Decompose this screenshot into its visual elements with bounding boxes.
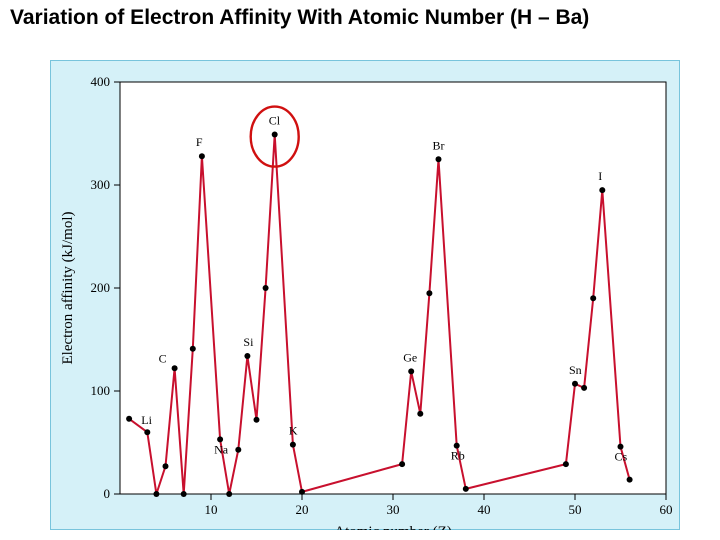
data-point <box>254 417 260 423</box>
electron-affinity-chart: 0 100 200 300 400 10 20 30 40 50 60 Atomic number (… <box>50 60 680 530</box>
point-label: Li <box>141 413 152 427</box>
data-point <box>235 447 241 453</box>
x-axis-label: Atomic number (Z) <box>334 524 451 530</box>
y-tick-label: 200 <box>91 280 111 295</box>
page-title: Variation of Electron Affinity With Atom… <box>10 6 589 30</box>
data-point <box>463 486 469 492</box>
x-tick-label: 50 <box>569 502 582 517</box>
data-point <box>290 442 296 448</box>
data-point <box>627 477 633 483</box>
data-point <box>436 156 442 162</box>
data-point <box>572 381 578 387</box>
y-tick-label: 300 <box>91 177 111 192</box>
data-point <box>172 365 178 371</box>
data-point <box>153 491 159 497</box>
point-label: Si <box>243 335 254 349</box>
data-point <box>426 290 432 296</box>
data-point <box>399 461 405 467</box>
point-label: C <box>159 351 167 365</box>
data-point <box>590 295 596 301</box>
data-point <box>163 463 169 469</box>
data-point <box>408 368 414 374</box>
data-point <box>299 489 305 495</box>
point-label: Rb <box>451 449 465 463</box>
y-tick-label: 0 <box>104 486 111 501</box>
x-tick-label: 30 <box>387 502 400 517</box>
point-label: Na <box>214 442 229 456</box>
slide: { "title": { "text": "Variation of Elect… <box>0 0 720 540</box>
y-axis-label: Electron affinity (kJ/mol) <box>60 211 76 364</box>
data-point <box>144 429 150 435</box>
point-label: F <box>196 135 203 149</box>
point-label: I <box>598 169 602 183</box>
point-label: Cs <box>615 450 628 464</box>
data-point <box>226 491 232 497</box>
y-tick-label: 100 <box>91 383 111 398</box>
data-point <box>263 285 269 291</box>
point-label: K <box>289 424 298 438</box>
data-point <box>181 491 187 497</box>
point-label: Sn <box>569 363 582 377</box>
point-label: Br <box>433 138 445 152</box>
data-point <box>599 187 605 193</box>
y-tick-label: 400 <box>91 74 111 89</box>
x-tick-label: 10 <box>205 502 218 517</box>
data-point <box>563 461 569 467</box>
data-point <box>581 385 587 391</box>
x-tick-label: 60 <box>660 502 673 517</box>
data-point <box>417 411 423 417</box>
data-point <box>244 353 250 359</box>
x-tick-label: 20 <box>296 502 309 517</box>
point-label: Ge <box>403 350 417 364</box>
data-point <box>190 346 196 352</box>
data-point <box>199 153 205 159</box>
x-tick-label: 40 <box>478 502 491 517</box>
point-label: Cl <box>269 114 281 128</box>
data-point <box>272 132 278 138</box>
data-point <box>126 416 132 422</box>
